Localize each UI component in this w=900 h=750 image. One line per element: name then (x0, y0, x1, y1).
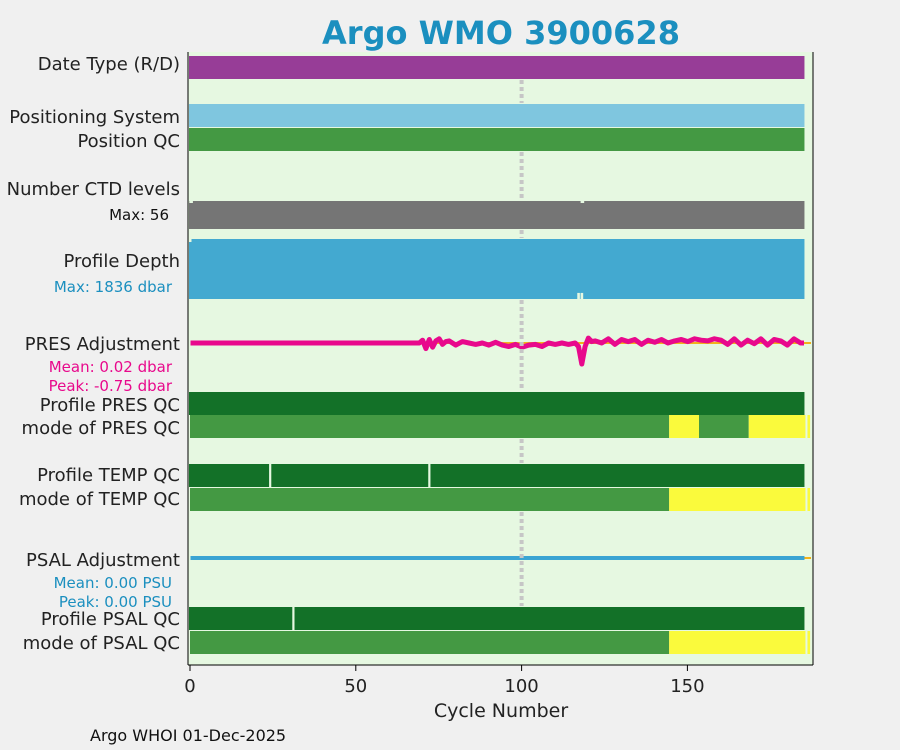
ctd-max-annotation: Max: 56 (109, 206, 169, 224)
positioning-system-bar (189, 104, 805, 127)
profile-depth-gap-1 (580, 292, 584, 299)
profile-depth-gap-0 (577, 292, 580, 299)
x-axis-ticks: 0 50 100 150 (184, 665, 705, 697)
label-profile-pres-qc: Profile PRES QC (40, 395, 180, 416)
ctd-levels-bar (189, 201, 805, 229)
ctd-levels-dip-0 (189, 201, 193, 203)
profile-depth-bar (189, 239, 805, 299)
label-pres-adjustment: PRES Adjustment (25, 334, 180, 355)
pres-adjustment-trace (190, 335, 811, 367)
label-mode-psal-qc: mode of PSAL QC (23, 633, 180, 654)
label-number-ctd-levels: Number CTD levels (7, 179, 180, 200)
mode-temp-qc-segment-0 (190, 488, 670, 511)
status-bars (189, 56, 811, 654)
depth-max-annotation: Max: 1836 dbar (54, 278, 173, 296)
label-profile-temp-qc: Profile TEMP QC (37, 465, 180, 486)
mode-pres-qc-segment-1 (669, 415, 700, 438)
label-psal-adjustment: PSAL Adjustment (26, 550, 180, 571)
cycle-markers (519, 56, 808, 654)
mode-pres-qc-segment-0 (190, 415, 670, 438)
label-position-qc: Position QC (77, 131, 180, 152)
date-type-bar (189, 56, 805, 79)
mode-pres-qc-segment-3 (748, 415, 811, 438)
profile-temp-qc-gap-0 (269, 464, 272, 487)
row-labels: Date Type (R/D) Positioning System Posit… (7, 54, 180, 654)
ctd-levels-dip-1 (580, 201, 585, 203)
label-date-type: Date Type (R/D) (38, 54, 180, 75)
mode-psal-qc-segment-1 (669, 631, 811, 654)
label-mode-pres-qc: mode of PRES QC (22, 418, 180, 439)
pres-peak-annotation: Peak: -0.75 dbar (49, 377, 173, 395)
x-tick-label-150: 150 (670, 676, 704, 697)
psal-peak-annotation: Peak: 0.00 PSU (59, 593, 172, 611)
profile-depth-start-notch (189, 239, 192, 242)
profile-psal-qc-gap-0 (292, 607, 295, 630)
position-qc-bar (189, 128, 805, 151)
pres-mean-annotation: Mean: 0.02 dbar (49, 358, 173, 376)
x-tick-label-50: 50 (344, 676, 367, 697)
mode-temp-qc-segment-1 (669, 488, 811, 511)
label-profile-psal-qc: Profile PSAL QC (41, 609, 180, 630)
psal-mean-annotation: Mean: 0.00 PSU (54, 574, 172, 592)
profile-psal-qc-bar (189, 607, 805, 630)
mode-pres-qc-segment-2 (699, 415, 749, 438)
label-positioning-system: Positioning System (9, 107, 180, 128)
label-mode-temp-qc: mode of TEMP QC (19, 489, 180, 510)
chart-title: Argo WMO 3900628 (322, 14, 680, 52)
profile-temp-qc-gap-1 (428, 464, 431, 487)
pres-adjustment-line (190, 335, 804, 367)
label-profile-depth: Profile Depth (63, 251, 180, 272)
x-axis-label: Cycle Number (434, 700, 568, 722)
profile-temp-qc-bar (189, 464, 805, 487)
mode-psal-qc-segment-0 (190, 631, 670, 654)
plot-area-background (188, 52, 813, 665)
x-tick-label-0: 0 (184, 676, 195, 697)
footer-credit: Argo WHOI 01-Dec-2025 (90, 726, 286, 745)
x-tick-label-100: 100 (504, 676, 538, 697)
profile-pres-qc-bar (189, 392, 805, 415)
